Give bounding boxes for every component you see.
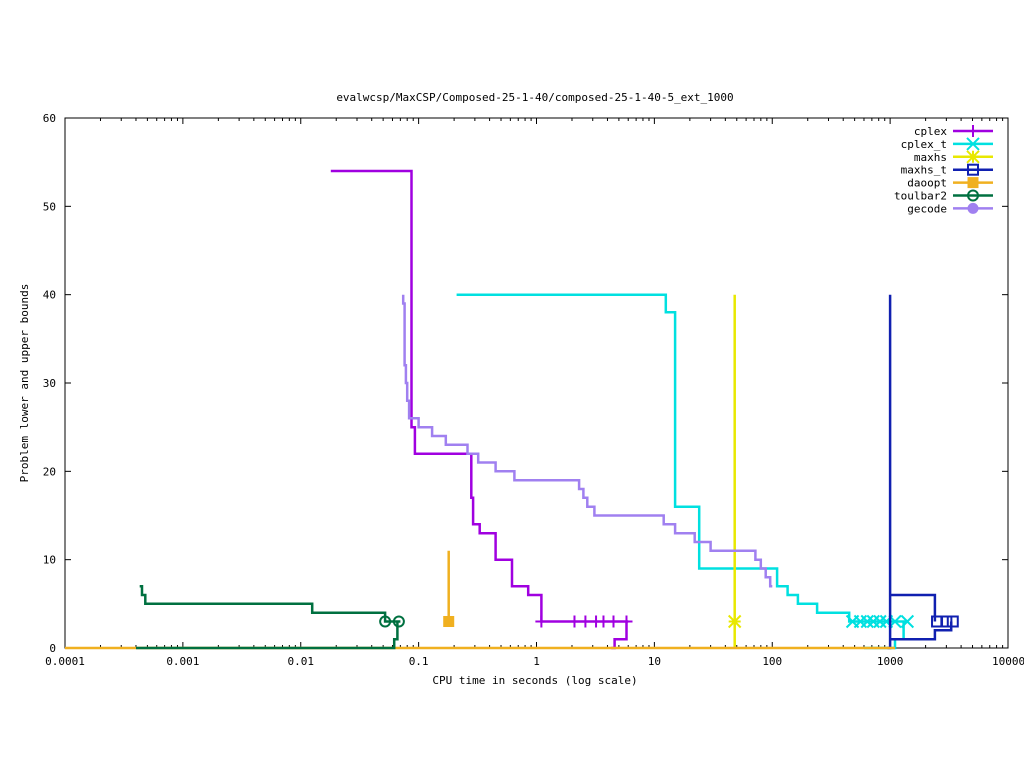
point-cplex_t xyxy=(873,614,887,629)
y-axis-label: Problem lower and upper bounds xyxy=(18,284,31,483)
point-cplex xyxy=(568,615,581,628)
legend-label-cplex: cplex xyxy=(914,125,947,138)
series-maxhs_t xyxy=(887,294,959,650)
point-cplex_t xyxy=(900,614,915,629)
y-tick-label: 60 xyxy=(43,112,56,125)
legend-label-maxhs_t: maxhs_t xyxy=(901,164,947,177)
x-tick-label: 0.001 xyxy=(166,655,199,668)
legend: cplexcplex_tmaxhsmaxhs_tdaoopttoulbar2ge… xyxy=(894,125,993,215)
x-tick-label: 0.1 xyxy=(409,655,429,668)
y-tick-label: 10 xyxy=(43,554,56,567)
point-cplex xyxy=(579,615,592,628)
series-line-gecode xyxy=(401,294,773,588)
series-line-cplex_t xyxy=(456,293,908,623)
x-tick-label: 10000 xyxy=(992,655,1024,668)
point-toulbar2 xyxy=(379,615,392,628)
axis-ticks: 0.0001 0.001 0.01 0.1 1 10 100 1000 10000 0 10 20 30… xyxy=(43,112,1024,668)
x-tick-label: 10 xyxy=(648,655,661,668)
point-daoopt xyxy=(443,616,455,627)
series-line-maxhs_t xyxy=(887,294,892,650)
x-tick-label: 1000 xyxy=(877,655,904,668)
point-cplex xyxy=(620,615,633,628)
legend-marker-toulbar2 xyxy=(967,189,979,202)
x-tick-label: 0.01 xyxy=(288,655,315,668)
y-tick-label: 40 xyxy=(43,289,56,302)
series-line-cplex xyxy=(330,169,629,623)
legend-label-maxhs: maxhs xyxy=(914,151,947,164)
legend-marker-gecode xyxy=(967,202,979,214)
point-cplex_t xyxy=(860,614,874,629)
legend-marker-maxhs_t xyxy=(967,163,979,176)
series-line-maxhs_t xyxy=(890,593,937,622)
point-cplex xyxy=(535,615,548,628)
series-layer xyxy=(65,169,959,650)
legend-label-daoopt: daoopt xyxy=(907,177,947,190)
point-cplex xyxy=(597,615,610,628)
legend-label-toulbar2: toulbar2 xyxy=(894,190,947,203)
x-tick-label: 0.0001 xyxy=(45,655,85,668)
series-maxhs xyxy=(727,294,742,648)
legend-marker-cplex_t xyxy=(966,137,980,151)
chart-title: evalwcsp/MaxCSP/Composed-25-1-40/compose… xyxy=(336,91,733,104)
series-cplex_t xyxy=(456,293,915,650)
legend-marker-cplex xyxy=(967,125,979,137)
series-gecode xyxy=(401,294,773,588)
legend-label-cplex_t: cplex_t xyxy=(901,138,947,151)
series-daoopt xyxy=(65,550,895,650)
y-tick-label: 50 xyxy=(43,200,56,213)
legend-marker-daoopt xyxy=(967,177,979,189)
x-tick-label: 100 xyxy=(762,655,782,668)
y-tick-label: 30 xyxy=(43,377,56,390)
x-axis-label: CPU time in seconds (log scale) xyxy=(432,674,637,687)
series-line-toulbar2 xyxy=(136,621,399,650)
point-toulbar2 xyxy=(392,615,405,628)
x-tick-label: 1 xyxy=(533,655,540,668)
plot-frame xyxy=(64,117,1009,649)
point-maxhs_t xyxy=(946,615,959,628)
series-line-toulbar2 xyxy=(139,584,401,623)
y-tick-label: 20 xyxy=(43,465,56,478)
series-cplex xyxy=(330,169,633,650)
point-cplex xyxy=(607,615,620,628)
point-maxhs_t xyxy=(940,615,953,628)
series-toulbar2 xyxy=(136,584,405,650)
legend-label-gecode: gecode xyxy=(907,202,947,215)
legend-marker-maxhs xyxy=(966,150,980,164)
point-maxhs xyxy=(727,614,742,629)
y-tick-label: 0 xyxy=(49,642,56,655)
